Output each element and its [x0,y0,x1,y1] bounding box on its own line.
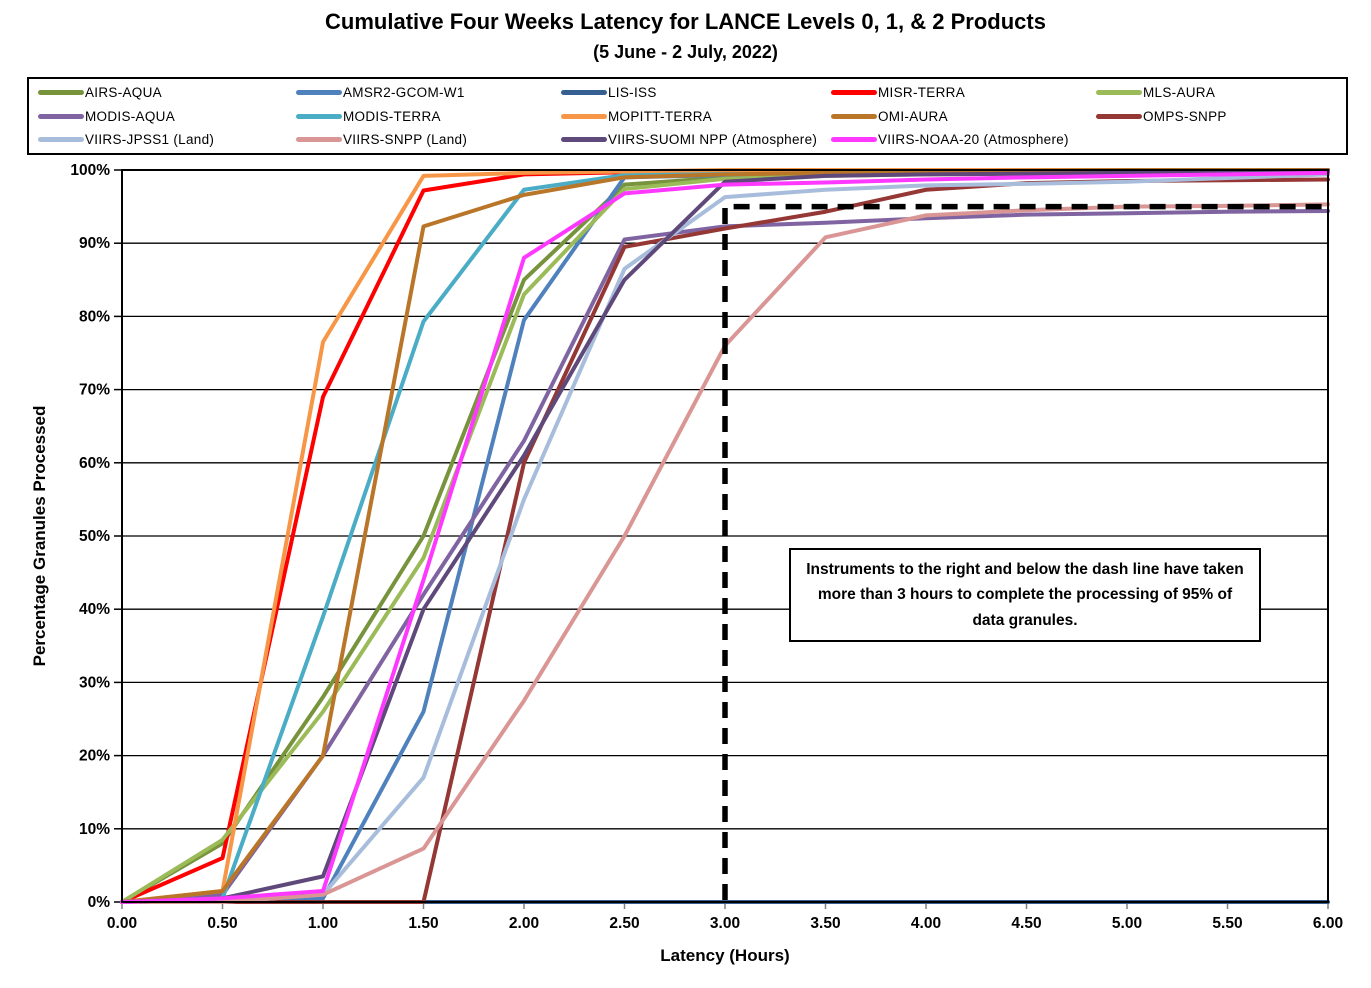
legend-swatch-airs-aqua [38,89,84,95]
x-tick-label: 4.00 [911,915,941,932]
legend-label: MLS-AURA [1143,84,1216,100]
x-tick-label: 5.00 [1112,915,1142,932]
x-tick-label: 6.00 [1313,915,1343,932]
y-tick-label: 100% [70,162,110,179]
legend-swatch-mopitt-terra [561,113,607,119]
legend-swatch-omi-aura [831,113,877,119]
legend-label: MODIS-TERRA [343,108,441,124]
y-tick-label: 70% [79,382,110,399]
legend-item-viirs-snpp-land: VIIRS-SNPP (Land) [296,128,561,151]
legend-swatch-modis-aqua [38,113,84,119]
x-tick-label: 1.00 [308,915,338,932]
y-tick-label: 80% [79,308,110,325]
legend-label: VIIRS-SUOMI NPP (Atmosphere) [608,132,818,148]
legend-label: MOPITT-TERRA [608,108,713,124]
page-title: Cumulative Four Weeks Latency for LANCE … [325,9,1046,34]
legend-item-omi-aura: OMI-AURA [831,105,1096,128]
legend-swatch-viirs-snpp-land [296,137,342,143]
x-tick-label: 4.50 [1011,915,1041,932]
x-tick-label: 3.50 [810,915,840,932]
y-tick-label: 60% [79,455,110,472]
x-tick-label: 2.50 [609,915,639,932]
y-tick-label: 10% [79,821,110,838]
x-tick-label: 2.00 [509,915,539,932]
legend-swatch-mls-aura [1096,89,1142,95]
legend-label: VIIRS-SNPP (Land) [343,132,468,148]
y-tick-label: 20% [79,748,110,765]
x-tick-label: 0.50 [207,915,237,932]
page-subtitle: (5 June - 2 July, 2022) [593,42,778,62]
x-tick-label: 1.50 [408,915,438,932]
y-tick-label: 40% [79,601,110,618]
legend-label: AMSR2-GCOM-W1 [343,84,465,100]
legend-label: MISR-TERRA [878,84,965,100]
y-axis-title: Percentage Granules Processed [30,405,49,667]
plot-border [121,169,1329,903]
legend-swatch-amsr2-gcom-w1 [296,89,342,95]
x-axis-title: Latency (Hours) [660,946,790,965]
y-tick-label: 90% [79,235,110,252]
legend-swatch-viirs-jpss1-land [38,137,84,143]
legend-label: OMI-AURA [878,108,948,124]
series-line-viirs-noaa-20-atmosphere [120,170,1330,904]
legend-item-mls-aura: MLS-AURA [1096,81,1337,104]
legend-swatch-omps-snpp [1096,113,1142,119]
legend-label: LIS-ISS [608,84,657,100]
threshold-annotation: Instruments to the right and below the d… [789,548,1261,643]
legend-swatch-lis-iss [561,89,607,95]
legend-label: VIIRS-JPSS1 (Land) [85,132,215,148]
legend-item-viirs-suomi-npp-atmosphere: VIIRS-SUOMI NPP (Atmosphere) [561,128,831,151]
legend-item-modis-aqua: MODIS-AQUA [38,105,296,128]
legend-item-airs-aqua: AIRS-AQUA [38,81,296,104]
legend-label: VIIRS-NOAA-20 (Atmosphere) [878,132,1069,148]
legend-item-viirs-noaa-20-atmosphere: VIIRS-NOAA-20 (Atmosphere) [831,128,1096,151]
legend-swatch-viirs-suomi-npp-atmosphere [561,137,607,143]
legend-swatch-viirs-noaa-20-atmosphere [831,137,877,143]
y-tick-label: 30% [79,674,110,691]
y-tick-label: 0% [88,894,111,911]
legend-item-misr-terra: MISR-TERRA [831,81,1096,104]
legend-label: AIRS-AQUA [85,84,162,100]
legend-item-omps-snpp: OMPS-SNPP [1096,105,1337,128]
legend-swatch-misr-terra [831,89,877,95]
threshold-dashed-line [722,203,1328,900]
legend-item-mopitt-terra: MOPITT-TERRA [561,105,831,128]
series-line-viirs-suomi-npp-atmosphere [120,168,1330,904]
legend-label: OMPS-SNPP [1143,108,1227,124]
legend-item-amsr2-gcom-w1: AMSR2-GCOM-W1 [296,81,561,104]
x-tick-label: 0.00 [107,915,137,932]
chart-legend: AIRS-AQUA AMSR2-GCOM-W1 LIS-ISS MISR-TERRA M… [27,77,1348,155]
x-tick-label: 3.00 [710,915,740,932]
y-tick-label: 50% [79,528,110,545]
legend-label: MODIS-AQUA [85,108,176,124]
legend-item-lis-iss: LIS-ISS [561,81,831,104]
legend-swatch-modis-terra [296,113,342,119]
legend-item-viirs-jpss1-land: VIIRS-JPSS1 (Land) [38,128,296,151]
legend-item-modis-terra: MODIS-TERRA [296,105,561,128]
x-tick-label: 5.50 [1212,915,1242,932]
